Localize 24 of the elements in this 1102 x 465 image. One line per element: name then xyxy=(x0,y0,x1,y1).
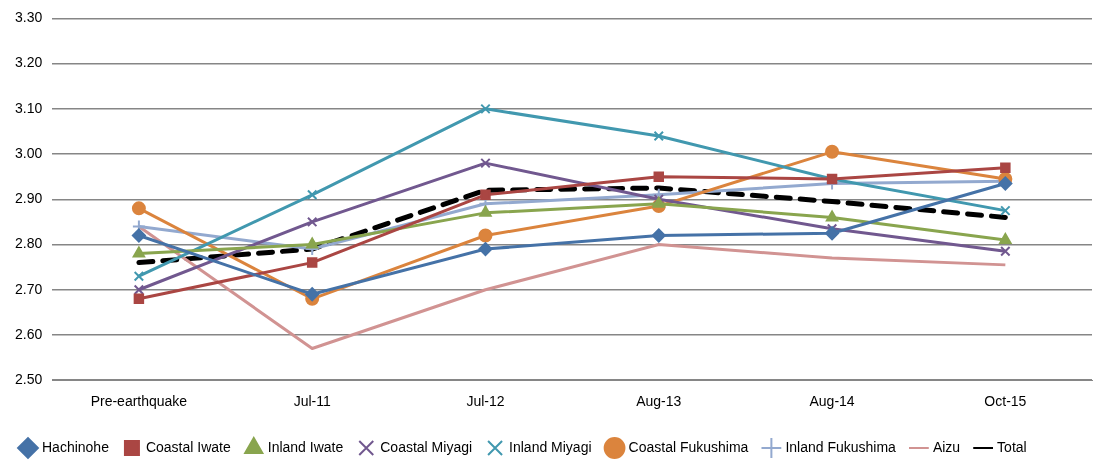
y-tick-label: 2.70 xyxy=(15,280,43,297)
y-tick-label: 3.00 xyxy=(15,144,43,161)
x-tick-label: Oct-15 xyxy=(984,393,1027,410)
legend-label: Coastal Miyagi xyxy=(380,438,473,455)
legend-label: Inland Iwate xyxy=(267,438,344,455)
legend-label: Aizu xyxy=(932,438,961,455)
legend-label: Inland Fukushima xyxy=(785,438,897,455)
legend-label: Inland Miyagi xyxy=(509,438,592,455)
x-tick-label: Pre-earthquake xyxy=(90,393,188,410)
y-tick-label: 2.90 xyxy=(15,190,43,207)
y-tick-label: 3.10 xyxy=(15,99,43,116)
y-tick-label: 2.50 xyxy=(15,371,43,388)
y-tick-label: 3.20 xyxy=(15,54,43,71)
y-tick-label: 2.60 xyxy=(15,325,43,342)
x-tick-label: Aug-14 xyxy=(809,393,855,410)
legend-label: Hachinohe xyxy=(42,438,110,455)
legend-label: Coastal Iwate xyxy=(145,438,231,455)
legend-label: Total xyxy=(997,438,1027,455)
y-tick-label: 2.80 xyxy=(15,235,43,252)
y-tick-label: 3.30 xyxy=(15,9,43,26)
x-tick-label: Jul-12 xyxy=(466,393,505,410)
legend-label: Coastal Fukushima xyxy=(628,438,749,455)
x-tick-label: Aug-13 xyxy=(636,393,682,410)
x-tick-label: Jul-11 xyxy=(293,393,331,410)
